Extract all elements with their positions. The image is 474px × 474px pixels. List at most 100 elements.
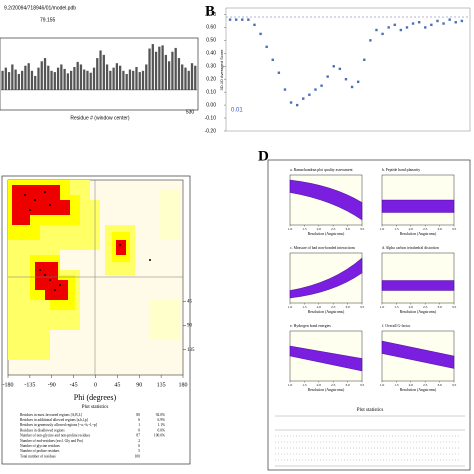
bar (190, 63, 194, 90)
bar (109, 70, 112, 90)
x-tick-label: 0 (94, 382, 97, 388)
stats-label: Number of non-glycine and non-proline re… (20, 434, 91, 438)
point (448, 18, 451, 21)
point (295, 103, 299, 107)
stats-percent: 0.0% (158, 428, 166, 432)
x-tick-label: 2.0 (409, 383, 414, 387)
y-tick-label: 0.20 (206, 77, 216, 83)
point (417, 21, 421, 24)
x-tick-label: 1.5 (394, 305, 399, 309)
x-tick-label: 3.0 (345, 305, 350, 309)
x-tick-label: 1.0 (288, 383, 293, 387)
point (289, 101, 293, 104)
bar (4, 67, 7, 90)
bar (194, 65, 197, 90)
point (247, 18, 250, 21)
point (344, 78, 348, 81)
quality-band (289, 345, 363, 372)
x-tick-label: 2.0 (409, 305, 414, 309)
x-tick-label: 2.0 (317, 227, 322, 231)
bar (14, 69, 17, 90)
point (375, 28, 378, 32)
bar (122, 70, 125, 90)
quality-band (381, 340, 455, 369)
point (253, 23, 256, 27)
bar (53, 72, 56, 90)
bar (154, 51, 158, 90)
point (363, 58, 366, 61)
bar (145, 64, 148, 90)
point (369, 39, 372, 42)
bar (56, 67, 60, 90)
subplot-title: d. Alpha carbon tetrahedral distortion (382, 246, 439, 250)
bar (161, 45, 164, 90)
panel-label: B (205, 3, 215, 19)
stats-label: Residues in additional allowed regions [… (20, 418, 88, 423)
x-tick-label: 1.5 (302, 383, 307, 387)
bar (37, 67, 40, 90)
stats-table (275, 415, 465, 467)
stats-label: Residues in disallowed regions (20, 428, 65, 432)
bar (115, 63, 119, 90)
rama-points (24, 191, 151, 291)
y-tick-label: 0.50 (206, 38, 216, 44)
bar (92, 67, 96, 90)
x-tick-label: 2.5 (331, 383, 336, 387)
bar (181, 64, 184, 90)
point (460, 19, 464, 23)
point (405, 26, 409, 29)
y-tick-label: -0.10 (205, 115, 217, 121)
bar (27, 63, 30, 90)
x-tick-label: 3.5 (360, 305, 365, 309)
bar (112, 67, 115, 90)
point (387, 26, 390, 29)
point (393, 23, 396, 27)
bar (164, 54, 168, 90)
bar (177, 58, 181, 90)
point (314, 88, 317, 91)
plot-frame (225, 7, 471, 132)
bar (34, 75, 37, 90)
y-axis-label: 3D-1D Averaged Score (219, 49, 224, 91)
stats-label: Number of end-residues (excl. Gly and Pr… (20, 439, 84, 443)
stats-percent: 1.1% (158, 423, 166, 427)
quality-band (381, 199, 455, 213)
bar (105, 64, 109, 90)
y-tick-label: 0.00 (206, 102, 216, 108)
point (430, 23, 433, 27)
bar (132, 70, 135, 90)
bar (86, 70, 89, 90)
bar (135, 67, 138, 90)
subplot-title: a. Ramachandran plot quality assessment (290, 168, 353, 172)
y-tick-label: 135 (187, 348, 195, 353)
x-tick-label: 90 (136, 382, 142, 388)
x-axis-label: Residue # (window center) (70, 115, 130, 121)
x-tick-label: -90 (48, 382, 56, 388)
x-tick-label: 3.5 (452, 305, 457, 309)
x-tick-label: 135 (157, 382, 166, 388)
bar (24, 65, 27, 90)
panel-frame (267, 159, 471, 471)
point (326, 75, 329, 78)
bar (79, 64, 83, 90)
stats-count: 5 (138, 449, 140, 453)
x-tick-label: 3.5 (452, 383, 457, 387)
x-tick-label: 3.0 (437, 383, 442, 387)
point (241, 18, 244, 21)
bar (7, 72, 11, 90)
point (381, 32, 384, 36)
bar (102, 54, 105, 90)
stats-label: Number of proline residues (20, 449, 60, 453)
subplot-title: b. Peptide bond planarity (382, 168, 420, 172)
x-tick-label: 45 (114, 382, 120, 388)
y-tick-label: 0.40 (206, 51, 216, 57)
point (271, 58, 274, 61)
x-tick-label: 2.5 (423, 383, 428, 387)
point (332, 65, 335, 68)
point (411, 22, 415, 25)
x-tick-label: 2.5 (331, 227, 336, 231)
bar (17, 74, 21, 90)
stats-count: 1 (138, 423, 140, 427)
bar (187, 70, 190, 90)
stats-label: Residues in most favoured regions [A,B,L… (20, 413, 82, 418)
